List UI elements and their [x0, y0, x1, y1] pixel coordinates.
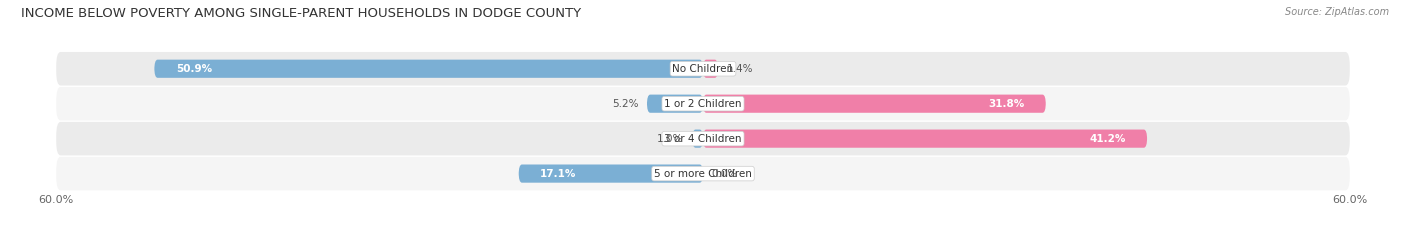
Text: 5 or more Children: 5 or more Children	[654, 169, 752, 178]
Text: 31.8%: 31.8%	[988, 99, 1024, 109]
FancyBboxPatch shape	[155, 60, 703, 78]
FancyBboxPatch shape	[56, 157, 1350, 190]
Text: 17.1%: 17.1%	[540, 169, 576, 178]
FancyBboxPatch shape	[519, 164, 703, 183]
FancyBboxPatch shape	[56, 122, 1350, 155]
FancyBboxPatch shape	[703, 130, 1147, 148]
Text: 3 or 4 Children: 3 or 4 Children	[664, 134, 742, 144]
FancyBboxPatch shape	[647, 95, 703, 113]
Text: 1.0%: 1.0%	[657, 134, 683, 144]
Text: No Children: No Children	[672, 64, 734, 74]
Text: 1 or 2 Children: 1 or 2 Children	[664, 99, 742, 109]
Text: 41.2%: 41.2%	[1090, 134, 1126, 144]
Text: 0.0%: 0.0%	[711, 169, 738, 178]
FancyBboxPatch shape	[692, 130, 703, 148]
FancyBboxPatch shape	[56, 87, 1350, 120]
Text: 50.9%: 50.9%	[176, 64, 212, 74]
FancyBboxPatch shape	[56, 52, 1350, 86]
FancyBboxPatch shape	[703, 95, 1046, 113]
Text: Source: ZipAtlas.com: Source: ZipAtlas.com	[1285, 7, 1389, 17]
Text: 5.2%: 5.2%	[612, 99, 638, 109]
Text: INCOME BELOW POVERTY AMONG SINGLE-PARENT HOUSEHOLDS IN DODGE COUNTY: INCOME BELOW POVERTY AMONG SINGLE-PARENT…	[21, 7, 581, 20]
FancyBboxPatch shape	[703, 60, 718, 78]
Text: 1.4%: 1.4%	[727, 64, 754, 74]
